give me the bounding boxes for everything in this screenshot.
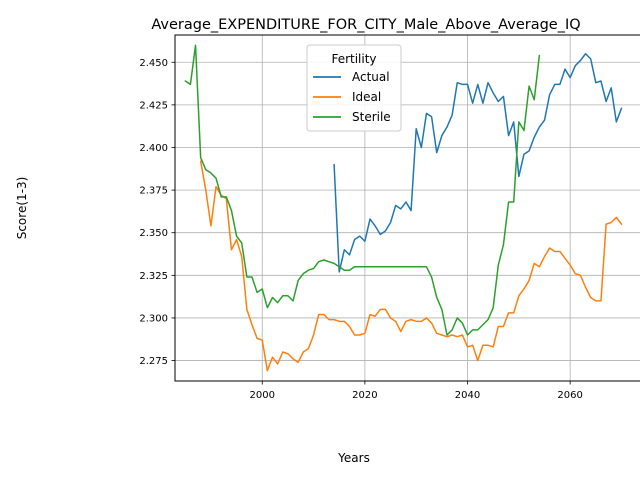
y-tick-label: 2.300 bbox=[139, 313, 168, 324]
x-axis-label: Years bbox=[337, 451, 370, 465]
legend-label-ideal: Ideal bbox=[352, 90, 381, 104]
x-tick-label: 2000 bbox=[250, 390, 275, 401]
y-tick-label: 2.425 bbox=[139, 100, 168, 111]
x-tick-label: 2060 bbox=[557, 390, 582, 401]
y-tick-label: 2.325 bbox=[139, 271, 168, 282]
y-tick-label: 2.375 bbox=[139, 186, 168, 197]
x-tick-label: 2040 bbox=[455, 390, 480, 401]
y-tick-label: 2.400 bbox=[139, 143, 168, 154]
legend-label-sterile: Sterile bbox=[352, 110, 391, 124]
legend: Fertility Actual Ideal Sterile bbox=[307, 45, 401, 131]
y-tick-label: 2.275 bbox=[139, 356, 168, 367]
legend-label-actual: Actual bbox=[352, 70, 390, 84]
chart-title: Average_EXPENDITURE_FOR_CITY_Male_Above_… bbox=[151, 17, 580, 33]
y-tick-label: 2.450 bbox=[139, 58, 168, 69]
legend-title: Fertility bbox=[331, 52, 376, 66]
y-tick-label: 2.350 bbox=[139, 228, 168, 239]
y-axis-label: Score(1-3) bbox=[15, 177, 29, 240]
x-tick-label: 2020 bbox=[352, 390, 377, 401]
